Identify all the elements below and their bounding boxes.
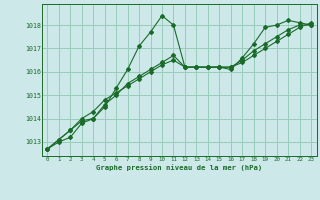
X-axis label: Graphe pression niveau de la mer (hPa): Graphe pression niveau de la mer (hPa) xyxy=(96,164,262,171)
